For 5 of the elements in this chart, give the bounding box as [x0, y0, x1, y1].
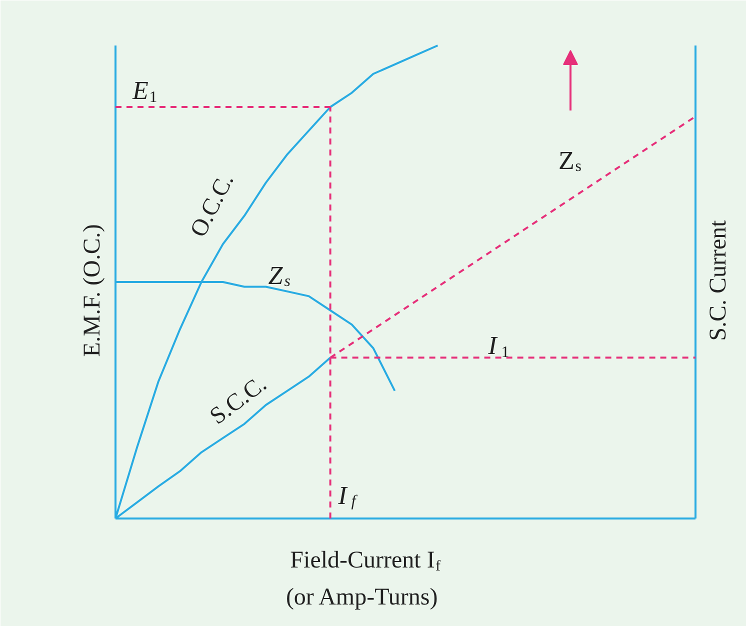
annotation: If	[337, 481, 358, 510]
y2-axis-title: S.C. Current	[706, 220, 732, 341]
y-axis-title: E.M.F. (O.C.)	[80, 224, 106, 357]
annotation: Zs	[558, 146, 582, 175]
series-label: Zs	[268, 261, 291, 290]
